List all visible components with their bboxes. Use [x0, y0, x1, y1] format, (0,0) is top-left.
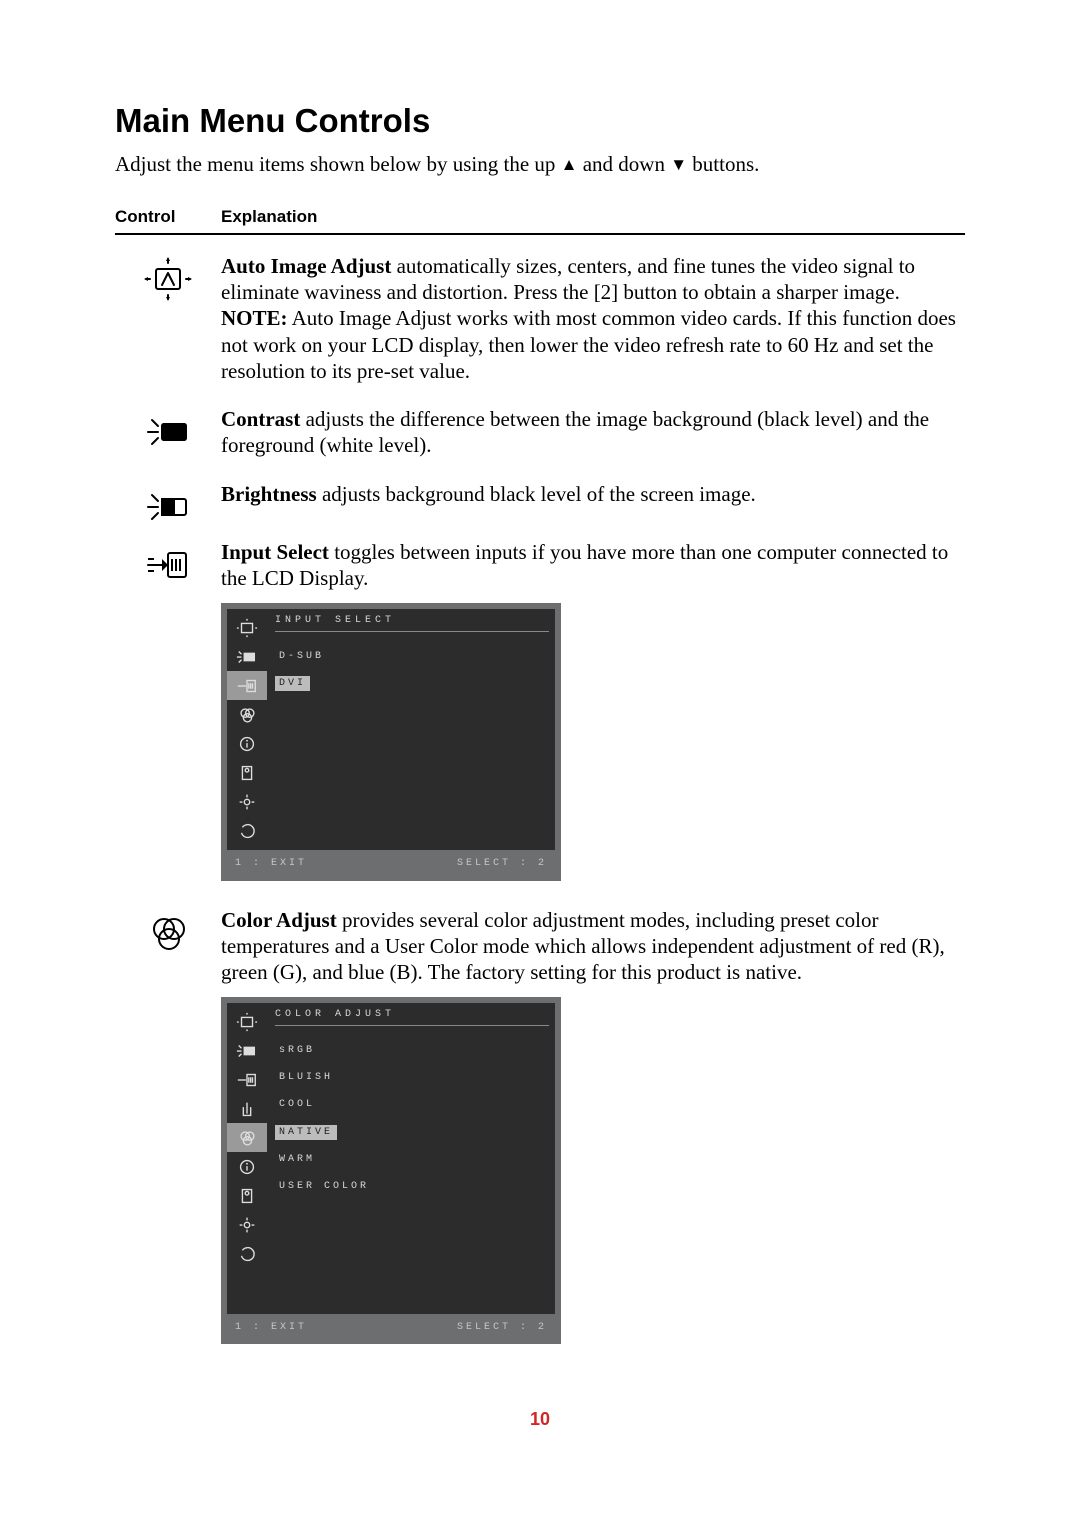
intro-text: Adjust the menu items shown below by usi…	[115, 151, 965, 177]
osd-list: sRGB BLUISH COOL NATIVE WARM USER COLOR	[275, 1034, 549, 1198]
osd-w-setup-icon	[236, 791, 258, 813]
page-number: 10	[115, 1408, 965, 1431]
osd-title: COLOR ADJUST	[275, 1009, 549, 1026]
osd-footer-left: 1 : EXIT	[235, 1322, 307, 1335]
osd-sidebar-slot	[227, 1094, 267, 1123]
osd-footer-right: SELECT : 2	[457, 1322, 547, 1335]
intro-part3: buttons.	[687, 152, 759, 176]
table-header-row: Control Explanation	[115, 206, 965, 235]
brightness-icon	[144, 483, 192, 531]
osd-w-manual-icon	[236, 1185, 258, 1207]
osd-iconbar	[227, 1003, 267, 1313]
note-label: NOTE:	[221, 306, 288, 330]
osd-w-color-icon	[236, 704, 258, 726]
osd-sidebar-slot	[227, 758, 267, 787]
osd-sidebar-slot	[227, 613, 267, 642]
osd-sidebar-slot	[227, 1181, 267, 1210]
header-control: Control	[115, 206, 221, 227]
osd-w-contrast-icon	[236, 646, 258, 668]
osd-sidebar-slot	[227, 671, 267, 700]
page-title: Main Menu Controls	[115, 100, 965, 141]
osd-sidebar-slot	[227, 1007, 267, 1036]
osd-w-input-icon	[236, 1069, 258, 1091]
osd-sidebar-slot	[227, 1210, 267, 1239]
osd-w-recall-icon	[236, 1243, 258, 1265]
osd-sidebar-slot	[227, 1152, 267, 1181]
contrast-icon	[144, 408, 192, 456]
osd-sidebar-slot	[227, 1065, 267, 1094]
osd-list: D-SUB DVI	[275, 640, 549, 695]
intro-part2: and down	[577, 152, 670, 176]
osd-title: INPUT SELECT	[275, 615, 549, 632]
osd-list-item: COOL	[275, 1097, 319, 1112]
osd-w-info-icon	[236, 733, 258, 755]
color-adjust-label: Color Adjust	[221, 908, 337, 932]
osd-sidebar-slot	[227, 729, 267, 758]
row-brightness: Brightness adjusts background black leve…	[115, 481, 965, 531]
down-triangle-icon: ▼	[670, 154, 687, 175]
osd-iconbar	[227, 609, 267, 850]
osd-sidebar-slot	[227, 1123, 267, 1152]
note-text: Auto Image Adjust works with most common…	[221, 306, 956, 383]
auto-image-label: Auto Image Adjust	[221, 254, 391, 278]
osd-w-auto-icon	[236, 617, 258, 639]
row-contrast: Contrast adjusts the difference between …	[115, 406, 965, 459]
osd-list-item: sRGB	[275, 1043, 319, 1058]
osd-color-adjust: COLOR ADJUST sRGB BLUISH COOL NATIVE WARM USE…	[221, 997, 561, 1344]
osd-footer-left: 1 : EXIT	[235, 858, 307, 871]
osd-sidebar-slot	[227, 1239, 267, 1268]
intro-part1: Adjust the menu items shown below by usi…	[115, 152, 561, 176]
up-triangle-icon: ▲	[561, 154, 578, 175]
osd-footer: 1 : EXIT SELECT : 2	[227, 850, 555, 875]
osd-list-item: WARM	[275, 1152, 319, 1167]
osd-list-item: DVI	[275, 676, 310, 691]
brightness-label: Brightness	[221, 482, 317, 506]
osd-w-recall-icon	[236, 820, 258, 842]
osd-list-item: D-SUB	[275, 649, 328, 664]
osd-w-info-icon	[236, 1156, 258, 1178]
osd-w-audio-icon	[236, 1098, 258, 1120]
osd-sidebar-slot	[227, 1036, 267, 1065]
osd-footer: 1 : EXIT SELECT : 2	[227, 1314, 555, 1339]
input-select-label: Input Select	[221, 540, 329, 564]
osd-sidebar-slot	[227, 642, 267, 671]
input-select-text: toggles between inputs if you have more …	[221, 540, 948, 590]
osd-sidebar-slot	[227, 816, 267, 845]
osd-w-color-icon	[236, 1127, 258, 1149]
osd-list-item: NATIVE	[275, 1125, 337, 1140]
osd-list-item: BLUISH	[275, 1070, 337, 1085]
osd-list-item: USER COLOR	[275, 1179, 373, 1194]
osd-input-select: INPUT SELECT D-SUB DVI 1 : EXIT SELECT : …	[221, 603, 561, 881]
row-auto-image-adjust: Auto Image Adjust automatically sizes, c…	[115, 253, 965, 384]
input-select-icon	[144, 541, 192, 589]
row-input-select: Input Select toggles between inputs if y…	[115, 539, 965, 885]
brightness-text: adjusts background black level of the sc…	[317, 482, 756, 506]
auto-image-adjust-icon	[144, 255, 192, 303]
osd-w-manual-icon	[236, 762, 258, 784]
osd-w-input-icon	[236, 675, 258, 697]
header-explanation: Explanation	[221, 206, 317, 227]
osd-sidebar-slot	[227, 787, 267, 816]
contrast-text: adjusts the difference between the image…	[221, 407, 929, 457]
color-adjust-icon	[144, 909, 192, 957]
osd-w-setup-icon	[236, 1214, 258, 1236]
row-color-adjust: Color Adjust provides several color adju…	[115, 907, 965, 1349]
osd-w-auto-icon	[236, 1011, 258, 1033]
osd-footer-right: SELECT : 2	[457, 858, 547, 871]
contrast-label: Contrast	[221, 407, 300, 431]
osd-w-contrast-icon	[236, 1040, 258, 1062]
osd-sidebar-slot	[227, 700, 267, 729]
